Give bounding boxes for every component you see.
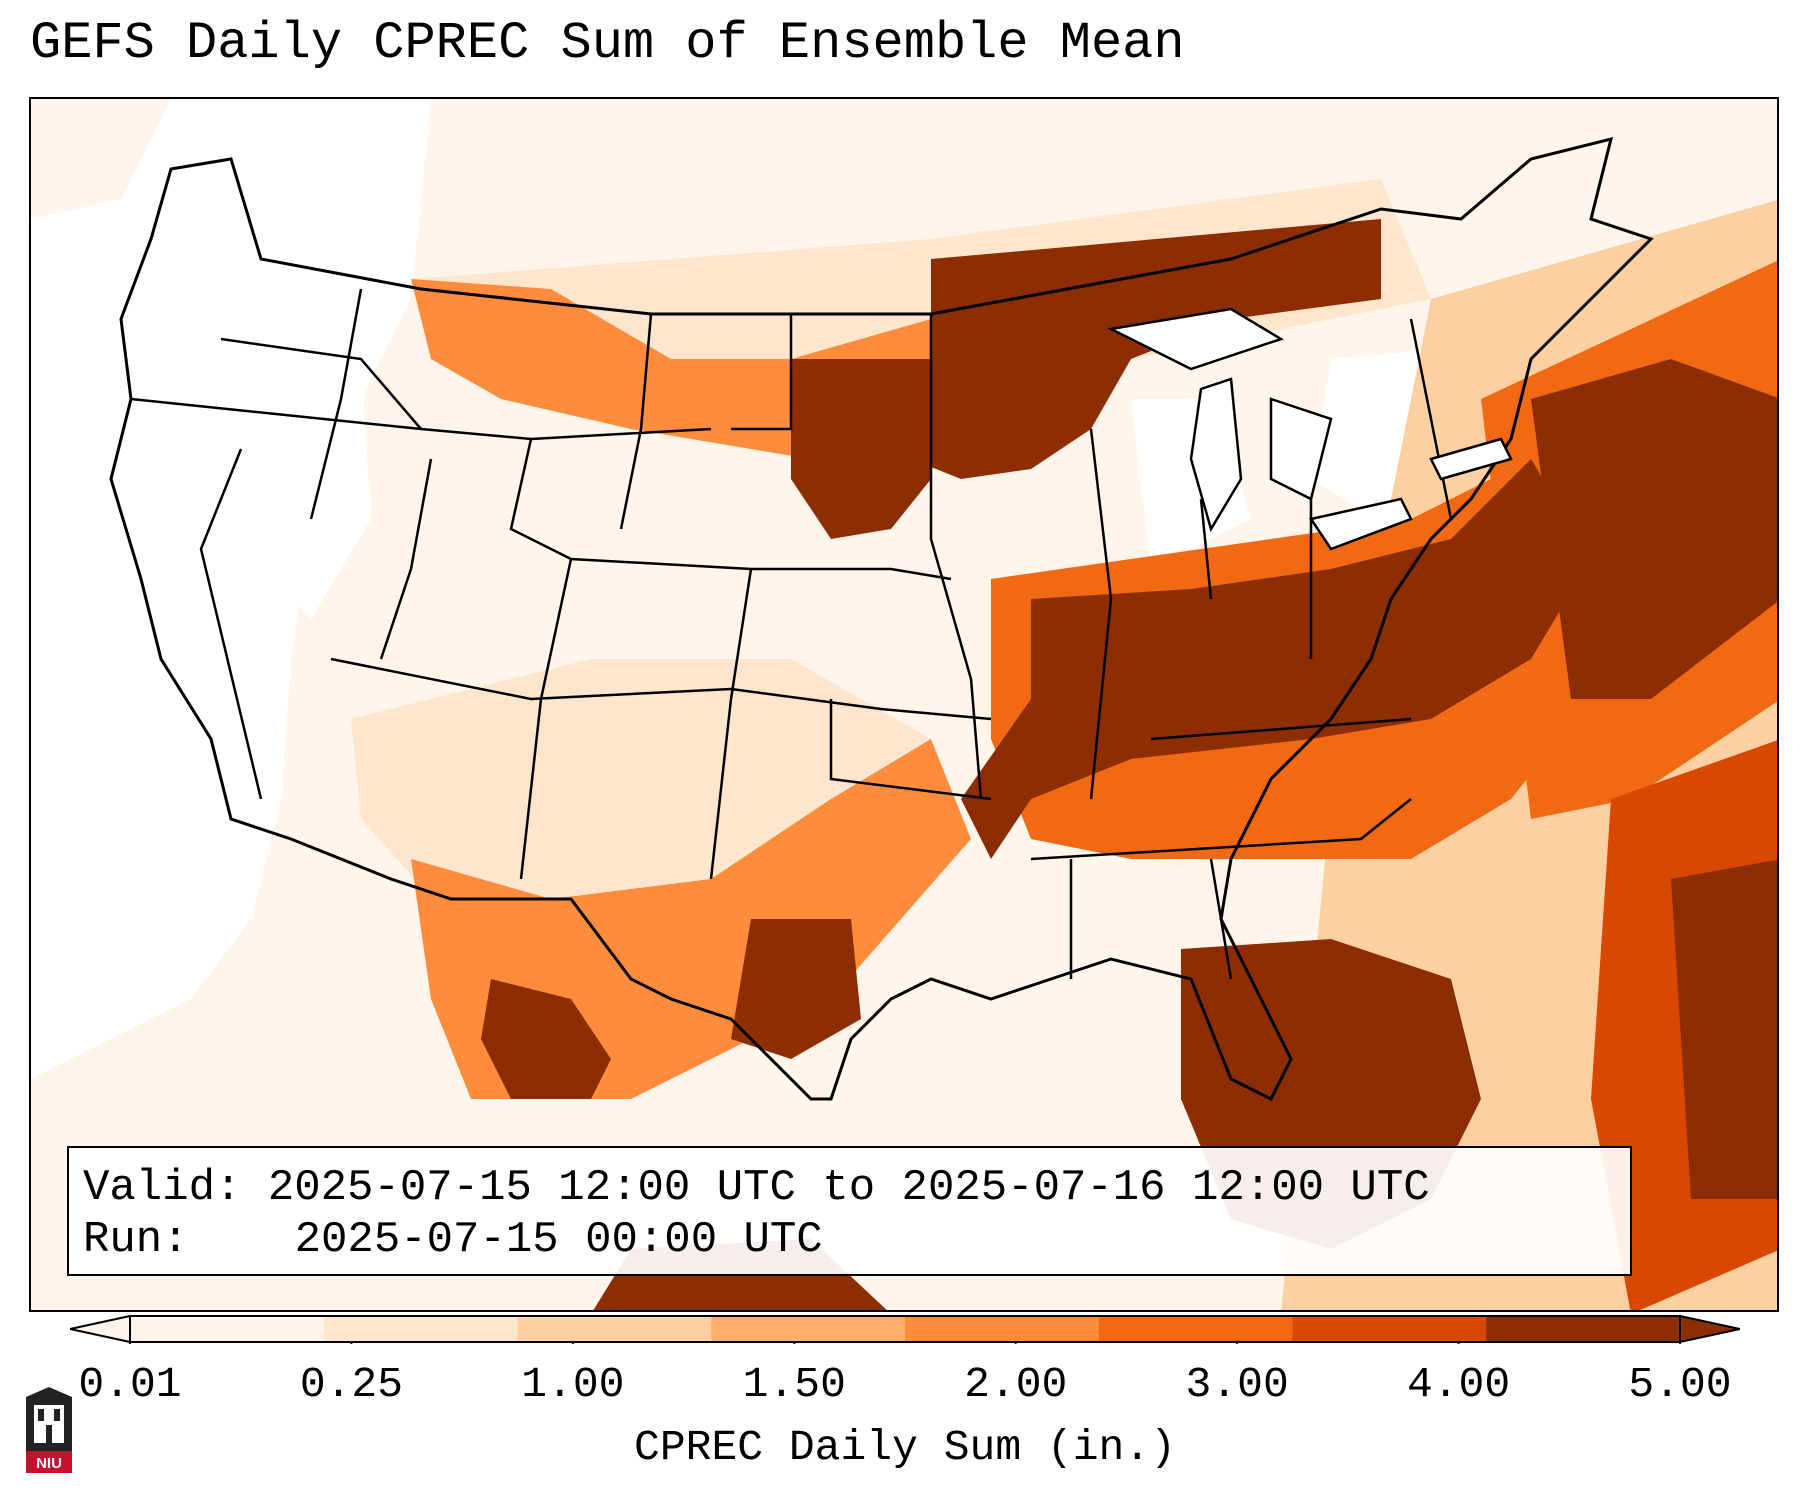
colorbar-segment	[1486, 1316, 1681, 1342]
great-lakes	[1107, 307, 1513, 551]
colorbar-segment	[711, 1316, 906, 1342]
colorbar-tick-label: 1.00	[521, 1360, 625, 1409]
dry-region-west	[31, 99, 431, 1079]
map-title: GEFS Daily CPREC Sum of Ensemble Mean	[30, 14, 1185, 73]
valid-line: Valid: 2025-07-15 12:00 UTC to 2025-07-1…	[83, 1166, 1430, 1210]
heavy-precip-texas	[731, 919, 861, 1059]
colorbar-tick-label: 2.00	[964, 1360, 1068, 1409]
heavy-precip-upper-midwest	[911, 219, 1381, 479]
colorbar-segment	[1292, 1316, 1487, 1342]
precipitation-map	[29, 97, 1779, 1312]
colorbar-label: CPREC Daily Sum (in.)	[634, 1423, 1176, 1472]
colorbar	[69, 1314, 1741, 1344]
colorbar-segment	[130, 1316, 325, 1342]
run-line: Run: 2025-07-15 00:00 UTC	[83, 1218, 823, 1262]
dry-region-great-basin	[251, 359, 371, 619]
state-borders	[130, 288, 1453, 980]
colorbar-segment	[323, 1316, 518, 1342]
run-label: Run:	[83, 1215, 189, 1265]
valid-value: 2025-07-15 12:00 UTC to 2025-07-16 12:00…	[267, 1163, 1430, 1213]
heavy-precip-open-atlantic	[1671, 859, 1777, 1199]
colorbar-tick-label: 5.00	[1628, 1360, 1732, 1409]
colorbar-tick-label: 3.00	[1185, 1360, 1289, 1409]
heavy-precip-mid-atlantic	[1531, 359, 1777, 699]
info-box: Valid: 2025-07-15 12:00 UTC to 2025-07-1…	[67, 1146, 1632, 1276]
colorbar-under-arrow	[69, 1314, 131, 1344]
heavy-precip-ohio-valley	[961, 459, 1591, 859]
niu-logo: NIU	[20, 1385, 78, 1477]
colorbar-tick-label: 4.00	[1406, 1360, 1511, 1409]
colorbar-over-arrow	[1679, 1314, 1741, 1344]
run-value: 2025-07-15 00:00 UTC	[294, 1215, 823, 1265]
colorbar-segment	[1098, 1316, 1293, 1342]
colorbar-tick-label: 0.25	[299, 1360, 404, 1409]
colorbar-tick-label: 1.50	[742, 1360, 846, 1409]
colorbar-segment	[517, 1316, 712, 1342]
heavy-precip-mexico	[481, 979, 611, 1099]
heavy-precip-dakotas	[791, 359, 931, 539]
logo-text: NIU	[36, 1455, 62, 1472]
colorbar-outline	[129, 1315, 1681, 1343]
colorbar-segment	[905, 1316, 1100, 1342]
colorbar-tick-label: 0.01	[78, 1360, 182, 1409]
valid-label: Valid:	[83, 1163, 242, 1213]
us-outline	[109, 136, 1654, 1102]
